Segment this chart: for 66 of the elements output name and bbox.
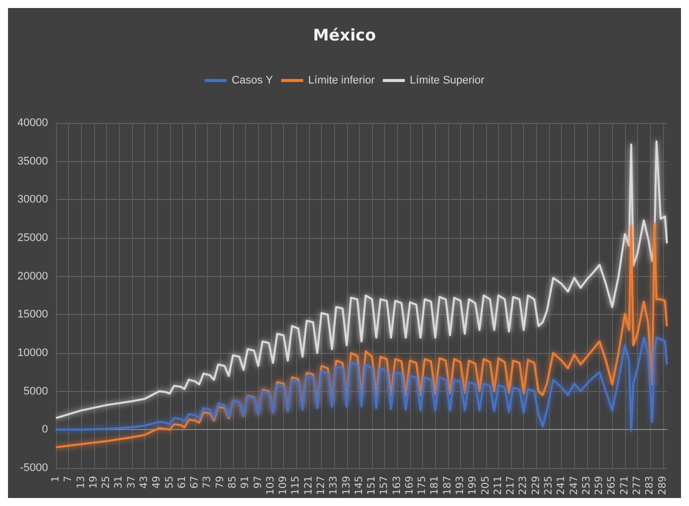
x-tick-label: 211 [492,476,504,496]
y-tick-label: 30000 [17,194,48,206]
x-tick-label: 193 [455,476,466,496]
y-tick-label: 35000 [17,155,48,168]
x-tick-label: 25 [101,476,112,489]
x-tick-label: 19 [88,476,100,489]
x-tick-label: 115 [290,476,302,496]
x-tick-label: 145 [354,476,365,496]
x-tick-label: 271 [619,476,630,496]
x-tick-label: 91 [240,476,252,489]
x-tick-label: 7 [63,476,74,482]
y-tick-label: 5000 [24,385,48,398]
x-tick-label: 181 [430,476,441,496]
y-tick-label: -5000 [20,462,48,474]
legend-label: Límite inferior [308,74,376,86]
x-tick-label: 85 [227,476,238,489]
x-tick-label: 223 [518,476,530,496]
x-tick-label: 133 [328,476,340,496]
y-tick-label: 15000 [17,308,48,321]
line-series [55,140,668,420]
x-tick-label: 103 [265,476,276,496]
x-tick-label: 37 [126,476,138,489]
x-tick-label: 13 [76,476,87,489]
x-tick-label: 43 [138,476,150,489]
x-tick-label: 139 [341,476,352,496]
x-tick-label: 205 [480,476,492,496]
x-tick-label: 97 [252,476,264,489]
x-tick-label: 241 [556,476,568,496]
x-tick-label: 157 [379,476,390,496]
y-tick-label: 10000 [17,346,48,359]
line-series [55,336,668,432]
x-tick-label: 121 [303,476,314,496]
x-tick-label: 289 [657,476,668,496]
x-tick-label: 175 [417,476,428,496]
x-tick-label: 199 [468,476,479,496]
x-tick-label: 127 [316,476,327,496]
x-tick-label: 277 [632,476,644,496]
x-tick-label: 49 [152,476,163,489]
y-tick-label: 40000 [17,117,48,129]
x-tick-label: 67 [190,476,201,489]
y-tick-label: 0 [42,424,48,436]
x-tick-label: 79 [214,476,226,489]
x-tick-label: 61 [176,476,188,489]
legend-label: Límite Superior [410,74,485,86]
x-tick-label: 187 [442,476,454,496]
x-tick-label: 265 [606,476,618,496]
x-tick-label: 55 [164,476,176,489]
x-tick-label: 283 [644,476,656,496]
x-tick-label: 31 [114,476,125,489]
x-tick-label: 229 [530,476,542,496]
legend-label: Casos Y [232,74,274,86]
x-tick-label: 259 [594,476,606,496]
x-tick-label: 109 [278,476,290,496]
x-tick-label: 1 [50,476,62,482]
x-tick-label: 247 [568,476,580,496]
x-tick-label: 235 [544,476,555,496]
x-tick-label: 217 [506,476,517,496]
chart-title: México [312,26,376,44]
line-series [55,222,668,448]
x-tick-label: 73 [202,476,214,489]
x-tick-label: 169 [404,476,416,496]
y-tick-label: 20000 [17,270,48,282]
y-tick-label: 25000 [17,232,48,244]
x-tick-label: 253 [581,476,592,496]
x-tick-label: 151 [366,476,378,496]
x-tick-label: 163 [392,476,403,496]
